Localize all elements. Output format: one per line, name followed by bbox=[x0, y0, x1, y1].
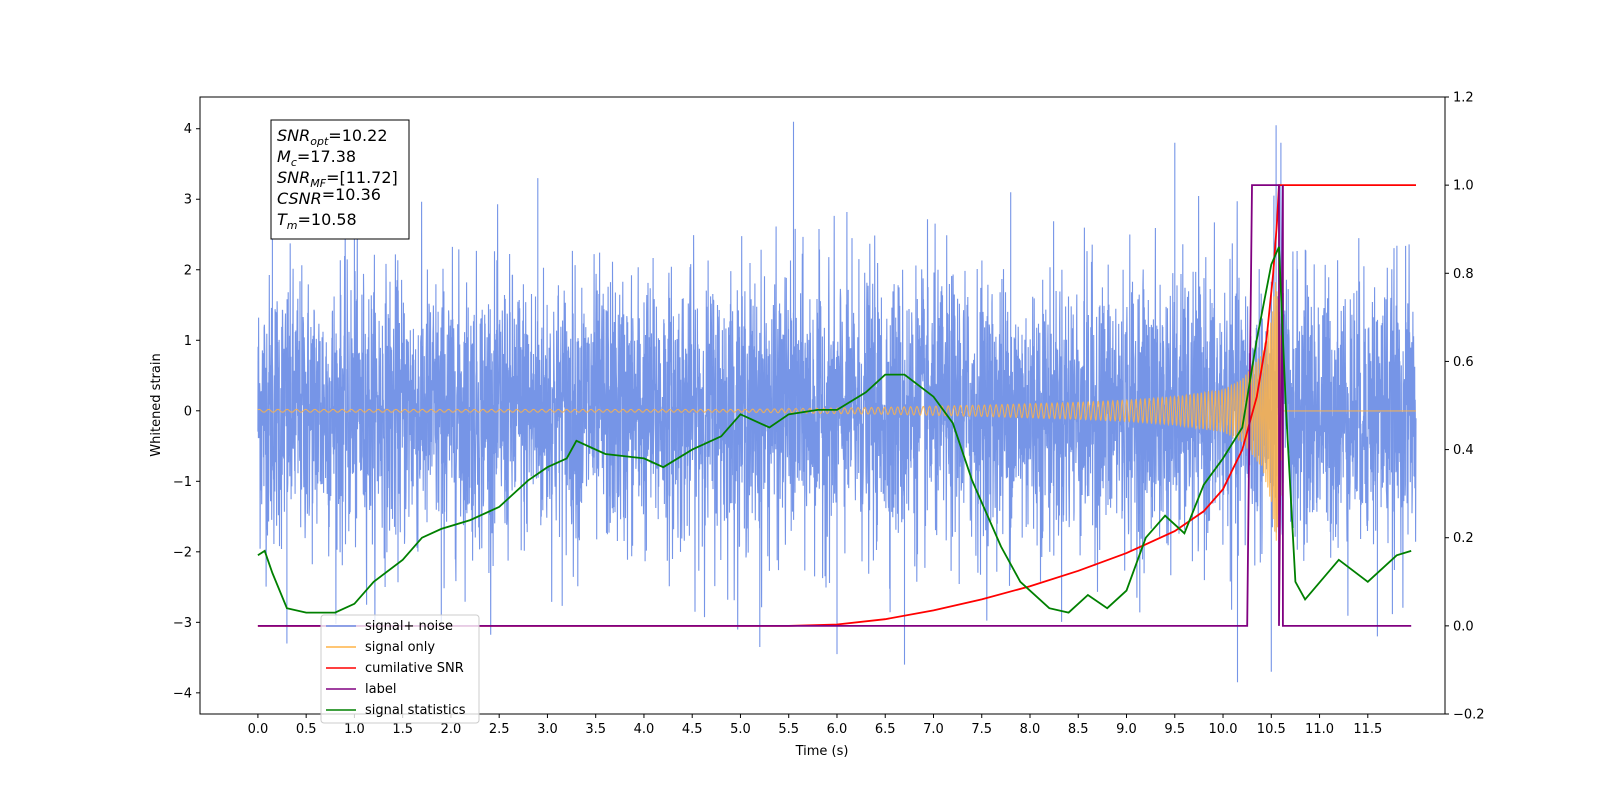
annotation-value: =10.22 bbox=[328, 126, 387, 145]
series-signal-only bbox=[257, 282, 1416, 541]
y2-tick-label: 0.8 bbox=[1453, 267, 1474, 282]
y-axis-left: 4 3 2 1 0 −1 −2 −3 −4 bbox=[173, 122, 200, 701]
series-layer bbox=[257, 121, 1417, 683]
y-tick-label: 2 bbox=[184, 263, 192, 278]
x-tick-label: 8.0 bbox=[1020, 722, 1041, 737]
annotation-sub: MF bbox=[310, 177, 326, 190]
x-tick-label: 6.0 bbox=[827, 722, 848, 737]
annotation-value: =17.38 bbox=[297, 147, 356, 166]
annotation-sub: m bbox=[287, 219, 298, 232]
legend-frame bbox=[320, 614, 480, 724]
annotation-line: SNRMF=[11.72] bbox=[277, 168, 398, 190]
legend-label: cumilative SNR bbox=[365, 661, 464, 676]
x-tick-label: 4.0 bbox=[634, 722, 655, 737]
x-axis: 0.0 0.5 1.0 1.5 2.0 2.5 3.0 3.5 4.0 4.5 5.0 5.5 6.0 6… bbox=[248, 714, 1382, 737]
y2-tick-label: −0.2 bbox=[1453, 708, 1485, 723]
y2-tick-label: 0.0 bbox=[1453, 619, 1474, 634]
y-axis-right: 1.2 1.0 0.8 0.6 0.4 0.2 0.0 −0.2 bbox=[1445, 91, 1485, 723]
x-tick-label: 9.5 bbox=[1164, 722, 1185, 737]
y-tick-label: 4 bbox=[184, 122, 192, 137]
annotation-line: SNRopt=10.22 bbox=[277, 126, 388, 148]
x-tick-label: 4.5 bbox=[682, 722, 703, 737]
legend-label: signal+ noise bbox=[365, 619, 453, 634]
x-tick-label: 0.0 bbox=[248, 722, 269, 737]
annotation-line: Tm=10.58 bbox=[277, 210, 357, 232]
x-tick-label: 3.5 bbox=[585, 722, 606, 737]
y-tick-label: 1 bbox=[184, 334, 192, 349]
x-tick-label: 11.5 bbox=[1353, 722, 1382, 737]
annotation-value: =10.58 bbox=[298, 210, 357, 229]
series-signal-statistics bbox=[257, 246, 1412, 614]
y-tick-label: 3 bbox=[184, 193, 192, 208]
plot-frame bbox=[199, 96, 1446, 715]
annotation-main: CSNR bbox=[277, 189, 322, 208]
y-tick-label: −3 bbox=[173, 616, 192, 631]
x-tick-label: 3.0 bbox=[537, 722, 558, 737]
x-tick-label: 10.0 bbox=[1209, 722, 1238, 737]
y-tick-label: −1 bbox=[173, 475, 192, 490]
x-tick-label: 1.5 bbox=[392, 722, 413, 737]
annotation-line: CSNR=10.36 bbox=[277, 185, 381, 208]
y-axis-label: Whitened strain bbox=[149, 353, 164, 456]
legend-label: label bbox=[365, 682, 396, 697]
y2-tick-label: 0.2 bbox=[1453, 531, 1474, 546]
x-tick-label: 5.5 bbox=[778, 722, 799, 737]
annotation-box: SNRopt=10.22 Mc=17.38 SNRMF=[11.72] CSNR… bbox=[270, 119, 410, 240]
annotation-main: SNR bbox=[277, 168, 310, 187]
y2-tick-label: 1.0 bbox=[1453, 179, 1474, 194]
annotation-main: SNR bbox=[277, 126, 310, 145]
y2-tick-label: 0.6 bbox=[1453, 355, 1474, 370]
x-tick-label: 2.5 bbox=[489, 722, 510, 737]
annotation-line: Mc=17.38 bbox=[277, 147, 356, 169]
x-tick-label: 2.0 bbox=[441, 722, 462, 737]
annotation-frame bbox=[270, 119, 410, 240]
x-tick-label: 6.5 bbox=[875, 722, 896, 737]
annotation-main: M bbox=[277, 147, 291, 166]
x-tick-label: 11.0 bbox=[1305, 722, 1334, 737]
y-tick-label: −4 bbox=[173, 686, 192, 701]
series-cumulative-snr bbox=[257, 184, 1416, 627]
y-tick-label: 0 bbox=[184, 404, 192, 419]
y2-tick-label: 0.4 bbox=[1453, 443, 1474, 458]
x-tick-label: 10.5 bbox=[1257, 722, 1286, 737]
x-tick-label: 7.0 bbox=[923, 722, 944, 737]
x-tick-label: 5.0 bbox=[730, 722, 751, 737]
x-tick-label: 9.0 bbox=[1116, 722, 1137, 737]
y2-tick-label: 1.2 bbox=[1453, 91, 1474, 106]
annotation-value: =10.36 bbox=[322, 185, 381, 204]
x-axis-label: Time (s) bbox=[795, 744, 849, 759]
legend: signal+ noise signal only cumilative SNR… bbox=[320, 614, 480, 724]
legend-label: signal only bbox=[365, 640, 435, 655]
annotation-sub: c bbox=[291, 156, 297, 169]
y-tick-label: −2 bbox=[173, 545, 192, 560]
x-tick-label: 1.0 bbox=[344, 722, 365, 737]
annotation-sub: opt bbox=[310, 135, 329, 148]
annotation-value: =[11.72] bbox=[326, 168, 398, 187]
x-tick-label: 7.5 bbox=[971, 722, 992, 737]
x-tick-label: 8.5 bbox=[1068, 722, 1089, 737]
legend-label: signal statistics bbox=[365, 703, 466, 718]
series-label bbox=[257, 184, 1412, 627]
annotation-main: T bbox=[277, 210, 288, 229]
x-tick-label: 0.5 bbox=[296, 722, 317, 737]
